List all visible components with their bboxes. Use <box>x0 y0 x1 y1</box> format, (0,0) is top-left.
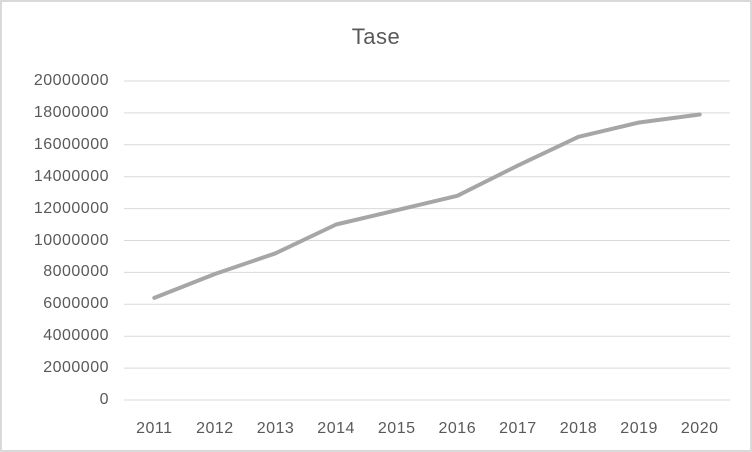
y-axis-tick-label: 14000000 <box>33 167 109 185</box>
y-axis-tick-label: 10000000 <box>33 231 109 249</box>
y-axis-tick-label: 16000000 <box>33 135 109 153</box>
y-axis-tick-label: 20000000 <box>33 72 109 89</box>
x-axis-tick-label: 2011 <box>136 420 173 437</box>
x-axis-tick-label: 2016 <box>438 420 477 437</box>
x-axis-tick-label: 2014 <box>317 420 355 437</box>
x-axis-tick-label: 2018 <box>559 420 598 437</box>
y-axis-tick-label: 6000000 <box>43 295 109 313</box>
y-axis-tick-label: 8000000 <box>43 263 109 281</box>
y-axis-tick-label: 18000000 <box>33 103 109 121</box>
x-axis-tick-label: 2017 <box>499 420 537 437</box>
series-line <box>152 112 702 300</box>
y-axis-tick-label: 12000000 <box>33 199 109 217</box>
x-axis-tick-label: 2012 <box>196 420 234 437</box>
y-axis-tick-label: 2000000 <box>43 359 109 377</box>
y-axis-tick-label: 4000000 <box>43 327 109 345</box>
chart-title: Tase <box>351 24 401 49</box>
x-axis-tick-label: 2013 <box>256 420 295 437</box>
x-axis-tick-label: 2020 <box>680 420 719 437</box>
x-axis-tick-label: 2019 <box>620 420 658 437</box>
x-axis-tick-label: 2015 <box>377 420 416 437</box>
y-axis-tick-label: 0 <box>99 391 109 408</box>
